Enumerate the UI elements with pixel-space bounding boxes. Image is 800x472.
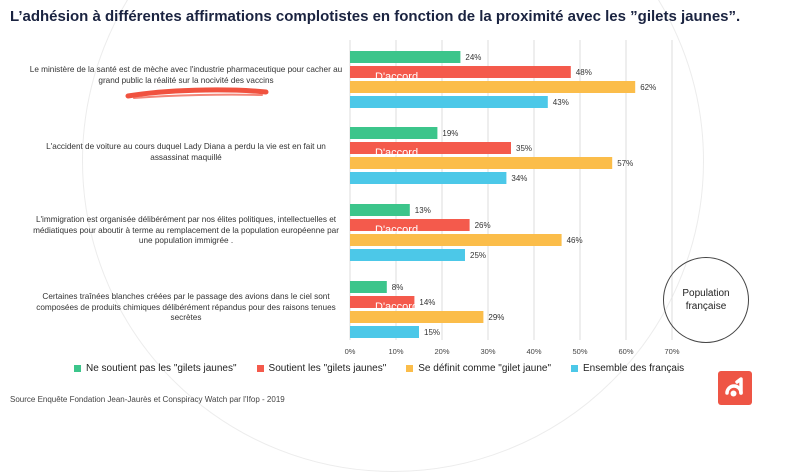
x-tick-label: 60% xyxy=(618,347,633,356)
bar xyxy=(350,219,470,231)
bar xyxy=(350,204,410,216)
bar-annotation: D'accord xyxy=(375,147,418,159)
data-label: 62% xyxy=(640,83,656,92)
bar xyxy=(350,51,461,63)
x-tick-label: 0% xyxy=(345,347,356,356)
x-tick-label: 30% xyxy=(480,347,495,356)
legend-item: Ensemble des français xyxy=(571,363,684,374)
bar xyxy=(350,249,465,261)
data-label: 29% xyxy=(488,313,504,322)
chart-title: L’adhésion à différentes affirmations co… xyxy=(10,8,741,25)
population-badge-label: Population française xyxy=(682,288,730,312)
data-label: 8% xyxy=(392,283,404,292)
bar xyxy=(350,157,613,169)
bar xyxy=(350,296,415,308)
x-tick-label: 50% xyxy=(572,347,587,356)
legend-item: Soutient les "gilets jaunes" xyxy=(256,363,387,374)
legend-label: Se définit comme "gilet jaune" xyxy=(418,363,551,374)
data-label: 14% xyxy=(419,298,435,307)
bar-annotation: D'accord xyxy=(375,224,418,236)
chart-legend: Ne soutient pas les "gilets jaunes" Sout… xyxy=(74,363,684,374)
statement-label: Certaines traînées blanches créées par l… xyxy=(36,292,336,322)
data-label: 34% xyxy=(511,174,527,183)
bar xyxy=(350,326,419,338)
data-label: 24% xyxy=(465,53,481,62)
data-label: 26% xyxy=(475,221,491,230)
legend-label: Soutient les "gilets jaunes" xyxy=(268,363,387,374)
statement-label: Le ministère de la santé est de mèche av… xyxy=(29,65,343,85)
bar-annotation: D'accord xyxy=(375,301,418,313)
data-label: 15% xyxy=(424,328,440,337)
x-tick-label: 70% xyxy=(664,347,679,356)
data-label: 25% xyxy=(470,251,486,260)
source-note: Source Enquête Fondation Jean-Jaurès et … xyxy=(10,395,285,404)
legend-swatch xyxy=(74,365,81,372)
population-badge: Population française xyxy=(663,257,749,343)
bar xyxy=(350,127,438,139)
legend-swatch xyxy=(406,365,414,372)
data-label: 13% xyxy=(415,206,431,215)
data-label: 35% xyxy=(516,144,532,153)
bar xyxy=(350,142,511,154)
legend-item: Ne soutient pas les "gilets jaunes" xyxy=(74,363,237,374)
bar xyxy=(350,311,484,323)
legend-swatch xyxy=(256,365,264,372)
legend-label: Ne soutient pas les "gilets jaunes" xyxy=(86,363,237,374)
data-label: 48% xyxy=(576,68,592,77)
bar xyxy=(350,172,507,184)
statement-label: L'accident de voiture au cours duquel La… xyxy=(46,142,326,162)
legend-label: Ensemble des français xyxy=(583,363,685,374)
bar xyxy=(350,81,636,93)
statement-label: L'immigration est organisée délibérément… xyxy=(33,215,339,245)
data-label: 19% xyxy=(442,129,458,138)
bar-chart: 0% 10% 20% 30% 40% 50% 60% 70% 24% 48% 62% 43% D'acc… xyxy=(345,40,680,356)
bar-annotation: D'accord xyxy=(375,71,418,83)
bar xyxy=(350,96,548,108)
bar xyxy=(350,281,387,293)
brand-logo xyxy=(718,371,752,405)
legend-item: Se définit comme "gilet jaune" xyxy=(406,363,551,374)
legend-swatch xyxy=(571,365,578,372)
bar xyxy=(350,66,571,78)
data-label: 46% xyxy=(567,236,583,245)
bar xyxy=(350,234,562,246)
x-tick-label: 10% xyxy=(388,347,403,356)
x-tick-label: 20% xyxy=(434,347,449,356)
x-tick-label: 40% xyxy=(526,347,541,356)
data-label: 43% xyxy=(553,98,569,107)
data-label: 57% xyxy=(617,159,633,168)
